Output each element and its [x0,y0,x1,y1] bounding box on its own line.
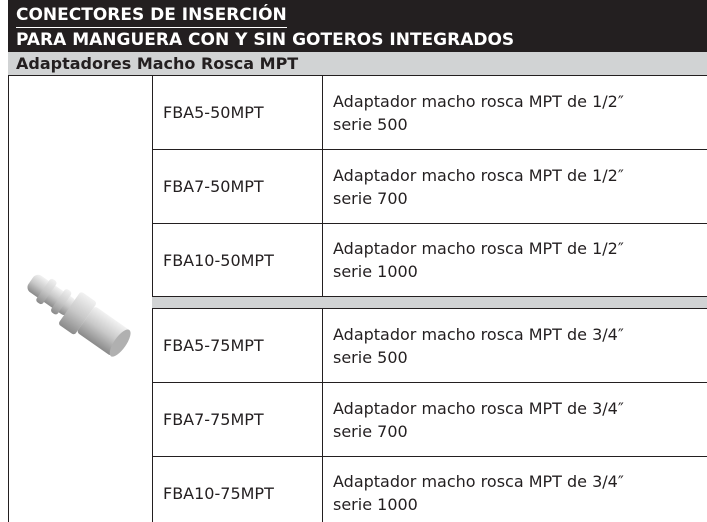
product-code: FBA5-50MPT [152,76,322,150]
description-line: serie 1000 [333,495,418,514]
product-image [27,274,131,357]
description-line: Adaptador macho rosca MPT de 1/2″ [333,239,624,258]
description-line: Adaptador macho rosca MPT de 3/4″ [333,324,624,344]
description-line: serie 500 [333,114,408,134]
description-line: Adaptador macho rosca MPT de 1/2″ [333,91,624,111]
section-title: Adaptadores Macho Rosca MPT [8,52,707,76]
description-line: Adaptador macho rosca MPT de 3/4″ [333,398,624,418]
description-line: serie 500 [333,347,408,367]
description-line: Adaptador macho rosca MPT de 1/2″ [333,165,624,185]
product-code: FBA10-75MPT [152,457,322,522]
product-code: FBA5-75MPT [152,309,322,383]
product-description: Adaptador macho rosca MPT de 1/2″ serie 5… [322,76,707,150]
product-description: Adaptador macho rosca MPT de 1/2″ serie 1… [322,224,707,297]
header: CONECTORES DE INSERCIÓN PARA MANGUERA CO… [8,0,707,53]
group-separator [152,297,707,309]
product-description: Adaptador macho rosca MPT de 1/2″ serie 7… [322,150,707,224]
description-line: serie 700 [333,188,408,208]
product-code: FBA7-75MPT [152,383,322,457]
product-description: Adaptador macho rosca MPT de 3/4″ serie 1… [322,457,707,522]
product-description: Adaptador macho rosca MPT de 3/4″ serie 7… [322,383,707,457]
border [8,76,9,522]
product-description: Adaptador macho rosca MPT de 3/4″ serie 5… [322,309,707,383]
header-line: PARA MANGUERA CON Y SIN GOTEROS INTEGRAD… [16,28,515,53]
product-code: FBA10-50MPT [152,224,322,297]
product-code: FBA7-50MPT [152,150,322,224]
header-line: CONECTORES DE INSERCIÓN [16,3,287,28]
description-line: serie 700 [333,421,408,441]
description-line: serie 1000 [333,262,418,281]
description-line: Adaptador macho rosca MPT de 3/4″ [333,472,624,491]
